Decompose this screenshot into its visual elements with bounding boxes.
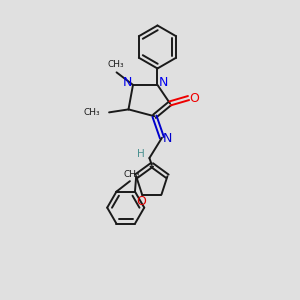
Text: O: O [136,195,146,208]
Text: N: N [159,76,168,89]
Text: CH₃: CH₃ [108,59,124,68]
Text: N: N [163,132,172,145]
Text: CH₃: CH₃ [83,108,100,117]
Text: H: H [137,148,145,159]
Text: N: N [122,76,132,89]
Text: O: O [190,92,200,104]
Text: CH₃: CH₃ [123,170,140,179]
